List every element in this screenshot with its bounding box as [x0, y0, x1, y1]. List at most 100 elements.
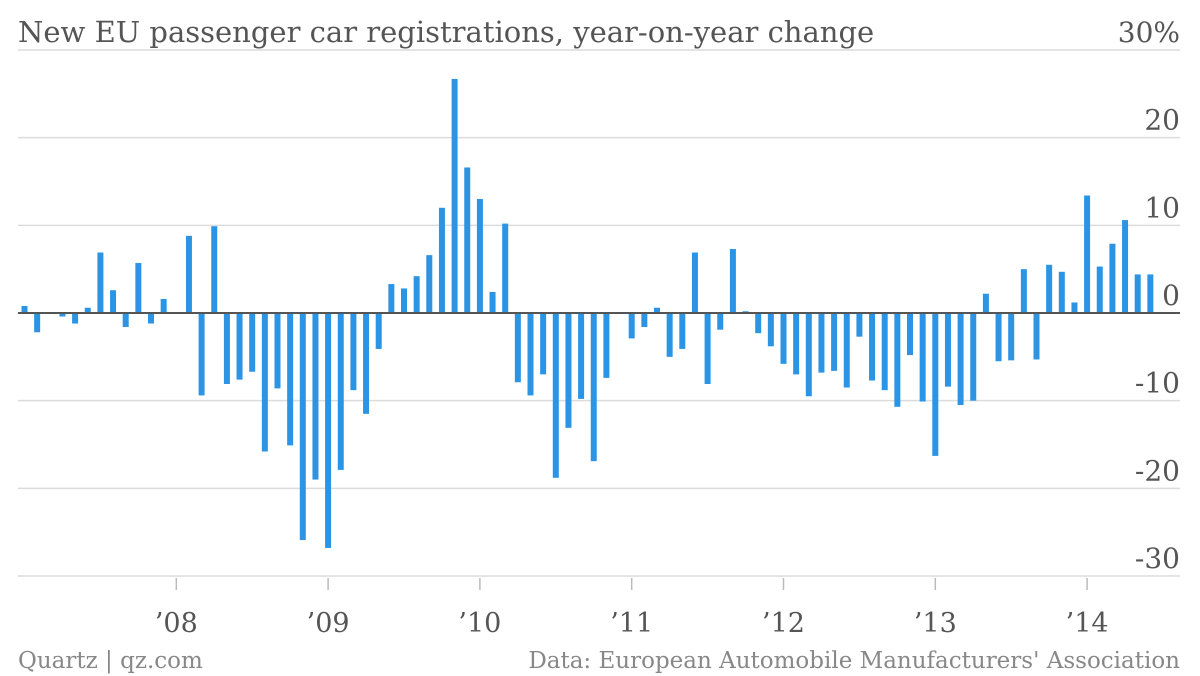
chart-title: New EU passenger car registrations, year… [18, 15, 874, 49]
x-tick-label: ’12 [762, 608, 805, 639]
bar [843, 313, 850, 388]
bar [261, 313, 268, 452]
bar [451, 78, 458, 314]
bar [350, 313, 357, 391]
bar [552, 313, 559, 478]
bar [907, 313, 913, 356]
bar [325, 313, 332, 548]
bar [780, 313, 787, 364]
y-tick-label: -30 [1135, 542, 1180, 575]
bar [59, 313, 66, 317]
bar [755, 313, 762, 334]
bar [236, 313, 243, 380]
bar [982, 293, 989, 313]
bar [84, 307, 91, 313]
bar [818, 313, 825, 373]
bar [919, 313, 926, 402]
bar [312, 313, 319, 480]
bar [805, 313, 812, 397]
bar [476, 199, 483, 313]
bar [603, 313, 610, 378]
bar [198, 313, 205, 396]
bar [1109, 243, 1116, 313]
bar [679, 313, 686, 349]
bar [426, 255, 433, 313]
bar [654, 307, 660, 313]
bar [970, 313, 977, 401]
bar [299, 313, 306, 541]
bar [856, 313, 863, 337]
y-axis-ticks: 30% 20 10 0 -10 -20 -30 [1118, 16, 1180, 575]
x-tick-label: ’08 [155, 608, 198, 639]
bar [1122, 220, 1129, 313]
bar [1020, 269, 1027, 313]
bar [160, 298, 167, 313]
x-tick-label: ’10 [458, 608, 501, 639]
y-tick-label: -10 [1135, 367, 1180, 400]
x-axis-ticks: ’08 ’09 ’10 ’11 ’12 ’13 ’14 [155, 578, 1109, 639]
y-tick-label: 0 [1162, 279, 1180, 312]
bar [729, 249, 736, 313]
bar [135, 263, 142, 313]
bar [932, 313, 939, 456]
y-tick-label: -20 [1135, 454, 1180, 487]
bar [590, 313, 597, 462]
bar [540, 313, 547, 375]
bar [641, 313, 648, 328]
bar [287, 313, 294, 446]
bar [97, 252, 104, 313]
x-tick-label: ’14 [1066, 608, 1109, 639]
bar [1046, 264, 1053, 313]
bar [363, 313, 370, 414]
bar [223, 313, 230, 385]
x-tick-label: ’09 [307, 608, 350, 639]
bar [148, 313, 154, 324]
bar [413, 276, 420, 313]
bar [578, 313, 585, 399]
bar [337, 313, 344, 470]
bar [21, 305, 28, 313]
bar [375, 313, 382, 349]
bar [438, 207, 445, 313]
bar [831, 313, 838, 371]
y-tick-label: 30% [1118, 16, 1180, 49]
bar [211, 226, 218, 313]
bar [995, 313, 1002, 362]
bars [21, 78, 1154, 548]
bar [1084, 195, 1091, 313]
bar [869, 313, 876, 381]
bar [767, 313, 774, 347]
bar [122, 313, 129, 328]
bar [249, 313, 256, 372]
bar [717, 313, 724, 330]
x-tick-label: ’13 [914, 608, 957, 639]
bar [489, 291, 496, 313]
bar [34, 313, 41, 333]
bar [1008, 313, 1015, 361]
bar [881, 313, 888, 391]
gridlines [18, 49, 1180, 577]
footer-source-left: Quartz | qz.com [18, 648, 203, 674]
bar [957, 313, 964, 406]
bar [1071, 302, 1078, 313]
footer-source-right: Data: European Automobile Manufacturers'… [528, 648, 1180, 674]
bar [894, 313, 901, 407]
bar [464, 167, 471, 313]
bar [388, 284, 395, 313]
y-tick-label: 10 [1144, 191, 1180, 224]
bar [1096, 266, 1103, 313]
bar [514, 313, 521, 383]
bar [1147, 274, 1154, 313]
bar [1058, 271, 1065, 313]
bar [704, 313, 711, 385]
bar [274, 313, 281, 389]
bar [401, 288, 407, 313]
bar [1134, 274, 1141, 313]
bar [691, 252, 698, 313]
bar [527, 313, 534, 396]
bar [944, 313, 951, 387]
bar [502, 223, 509, 313]
bar [72, 313, 79, 324]
bar [110, 290, 117, 313]
y-tick-label: 20 [1144, 104, 1180, 137]
